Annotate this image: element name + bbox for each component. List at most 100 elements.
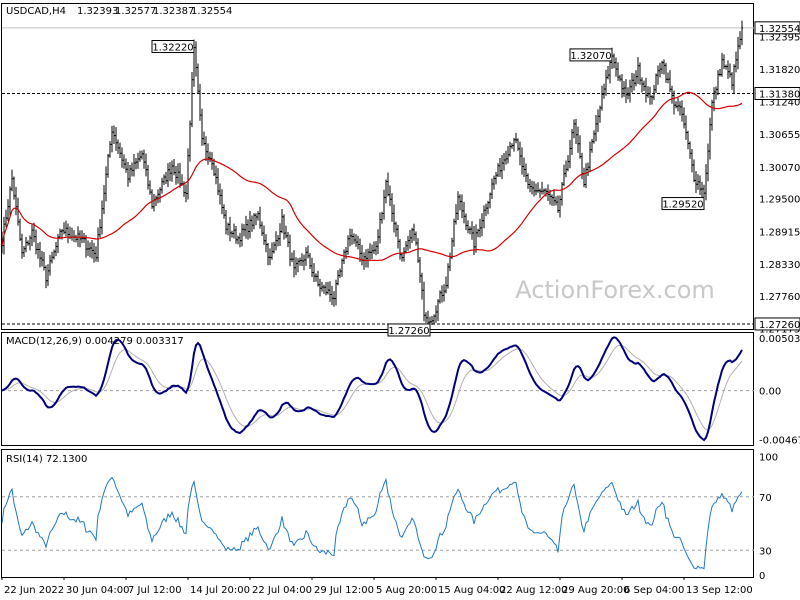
candle [21,233,23,259]
price-tick-label: 1.30070 [759,163,800,174]
candle [697,174,699,190]
time-tick-label: 29 Jul 12:00 [314,585,374,596]
candle [281,208,283,234]
candle [307,245,309,259]
watermark: ActionForex.com [515,276,715,304]
rsi-line [1,476,743,570]
candle [619,74,621,82]
candle [275,231,277,251]
time-tick-label: 5 Aug 20:00 [376,585,437,596]
candle [629,79,631,103]
candle [597,109,599,133]
candle [563,164,565,187]
candle [57,233,59,254]
candle [97,227,99,262]
chart-close: 1.32554 [191,6,232,17]
candle [231,230,233,238]
candle [197,63,199,94]
candle [647,86,649,98]
candle [727,60,729,79]
candle [731,72,733,90]
candle [137,152,139,169]
current-price-tag-box [754,21,800,35]
candle [293,250,295,278]
candle [673,90,675,115]
candle [5,209,7,228]
candle [665,62,667,83]
candle [355,234,357,247]
candle [267,242,269,266]
candle [543,188,545,195]
candle [405,241,407,254]
candle [279,223,281,247]
price-tick-label: 1.29500 [759,195,800,206]
candle [211,152,213,170]
candle [709,117,711,160]
candle [489,192,491,209]
candle [397,224,399,249]
candle [335,279,337,306]
candle [683,107,685,129]
candle [681,100,683,122]
candle [617,62,619,81]
candle [385,179,387,204]
candle [529,179,531,193]
candle [207,143,209,165]
candle [559,195,561,218]
candle [287,231,289,248]
candle [221,189,223,215]
candle [453,218,455,247]
candle [119,142,121,158]
candle [249,211,251,239]
candle [167,163,169,187]
candle [93,242,95,263]
candle [497,163,499,177]
annotation-label-1: 1.32070 [570,51,611,62]
candle [79,230,81,248]
candle [717,70,719,96]
candle [305,247,307,266]
candle [527,173,529,189]
time-tick-label: 14 Jul 20:00 [190,585,250,596]
candle [327,281,329,295]
candle [219,183,221,205]
candle [537,182,539,193]
candle [273,241,275,254]
candle [471,221,473,240]
candle [511,143,513,149]
candle [561,181,563,206]
candle [613,53,615,69]
hline-tag-1-box [754,317,800,331]
candle [243,224,245,237]
candle [565,160,567,178]
candle [19,218,21,241]
candle [663,59,665,75]
candle [133,154,135,177]
rsi-tick-label: 30 [759,546,772,557]
candle [633,73,635,91]
price-tick-label: 1.31240 [759,97,800,108]
candle [517,138,519,151]
candle [437,299,439,322]
price-tick-label: 1.32395 [759,33,800,44]
candle [495,171,497,185]
candle [741,20,743,46]
candle [635,70,637,87]
candle [431,316,433,325]
moving-average-line [1,91,743,262]
candle [461,194,463,219]
candle [95,246,97,262]
candle [291,252,293,263]
candle [195,41,197,77]
candle [507,145,509,164]
hline-tag-0-box [754,87,800,101]
macd-tick-label: -0.004678 [759,436,800,447]
candle [481,213,483,237]
candle [403,247,405,262]
candle [603,83,605,99]
candle [47,264,49,286]
candle [149,180,151,195]
candle [177,163,179,184]
candle [261,221,263,236]
candle [371,244,373,260]
